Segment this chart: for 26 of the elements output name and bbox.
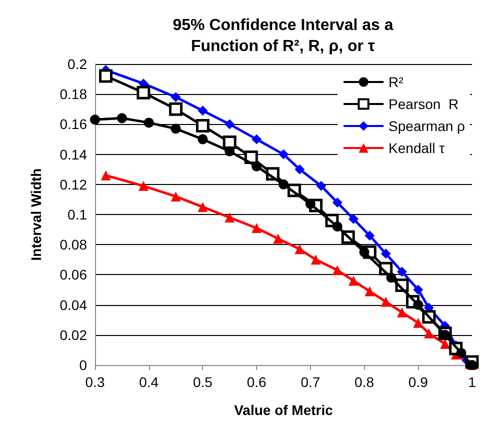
y-tick-label: 0.1 [68,206,88,222]
x-tick-label: 0.5 [192,374,213,390]
chart-title: 95% Confidence Interval as a Function of R², R, ρ, or τ [172,17,394,55]
y-tick-label: 0.14 [60,146,88,162]
x-tick-label: 1 [468,374,476,390]
y-tick-label: 0.18 [60,86,88,102]
x-tick-label: 0.4 [139,374,159,390]
y-tick-label: 0.04 [60,296,88,313]
y-tick-label: 0.06 [60,266,88,283]
x-tick-label: 0.6 [246,374,267,390]
legend-label: R² [388,74,404,90]
legend-label: Spearman ρ [388,118,466,134]
y-tick-label: 0.02 [60,326,88,343]
x-tick-label: 0.9 [408,374,428,390]
x-tick-label: 0.3 [85,374,105,390]
y-axis-title: Interval Width [28,168,44,261]
x-tick-label: 0.8 [354,374,374,390]
y-tick-label: 0.08 [60,236,88,253]
legend-label: Pearson R [388,96,459,112]
y-tick-label: 0.16 [60,116,88,132]
legend-label: Kendall τ [388,140,446,156]
y-tick-label: 0 [79,357,88,373]
x-tick-label: 0.7 [300,374,320,390]
y-tick-label: 0.12 [60,176,88,192]
x-axis-title: Value of Metric [234,402,334,418]
y-tick-label: 0.2 [68,56,88,72]
